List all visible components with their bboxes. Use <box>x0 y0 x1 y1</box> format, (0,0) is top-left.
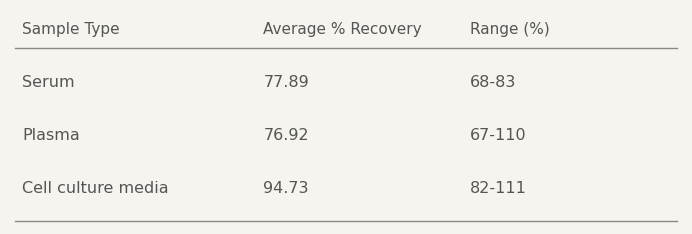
Text: Range (%): Range (%) <box>470 22 550 37</box>
Text: Cell culture media: Cell culture media <box>22 181 169 196</box>
Text: 94.73: 94.73 <box>263 181 309 196</box>
Text: Sample Type: Sample Type <box>22 22 120 37</box>
Text: 82-111: 82-111 <box>470 181 527 196</box>
Text: 76.92: 76.92 <box>263 128 309 143</box>
Text: Average % Recovery: Average % Recovery <box>263 22 422 37</box>
Text: 67-110: 67-110 <box>470 128 527 143</box>
Text: Plasma: Plasma <box>22 128 80 143</box>
Text: 68-83: 68-83 <box>470 75 516 90</box>
Text: Serum: Serum <box>22 75 75 90</box>
Text: 77.89: 77.89 <box>263 75 309 90</box>
